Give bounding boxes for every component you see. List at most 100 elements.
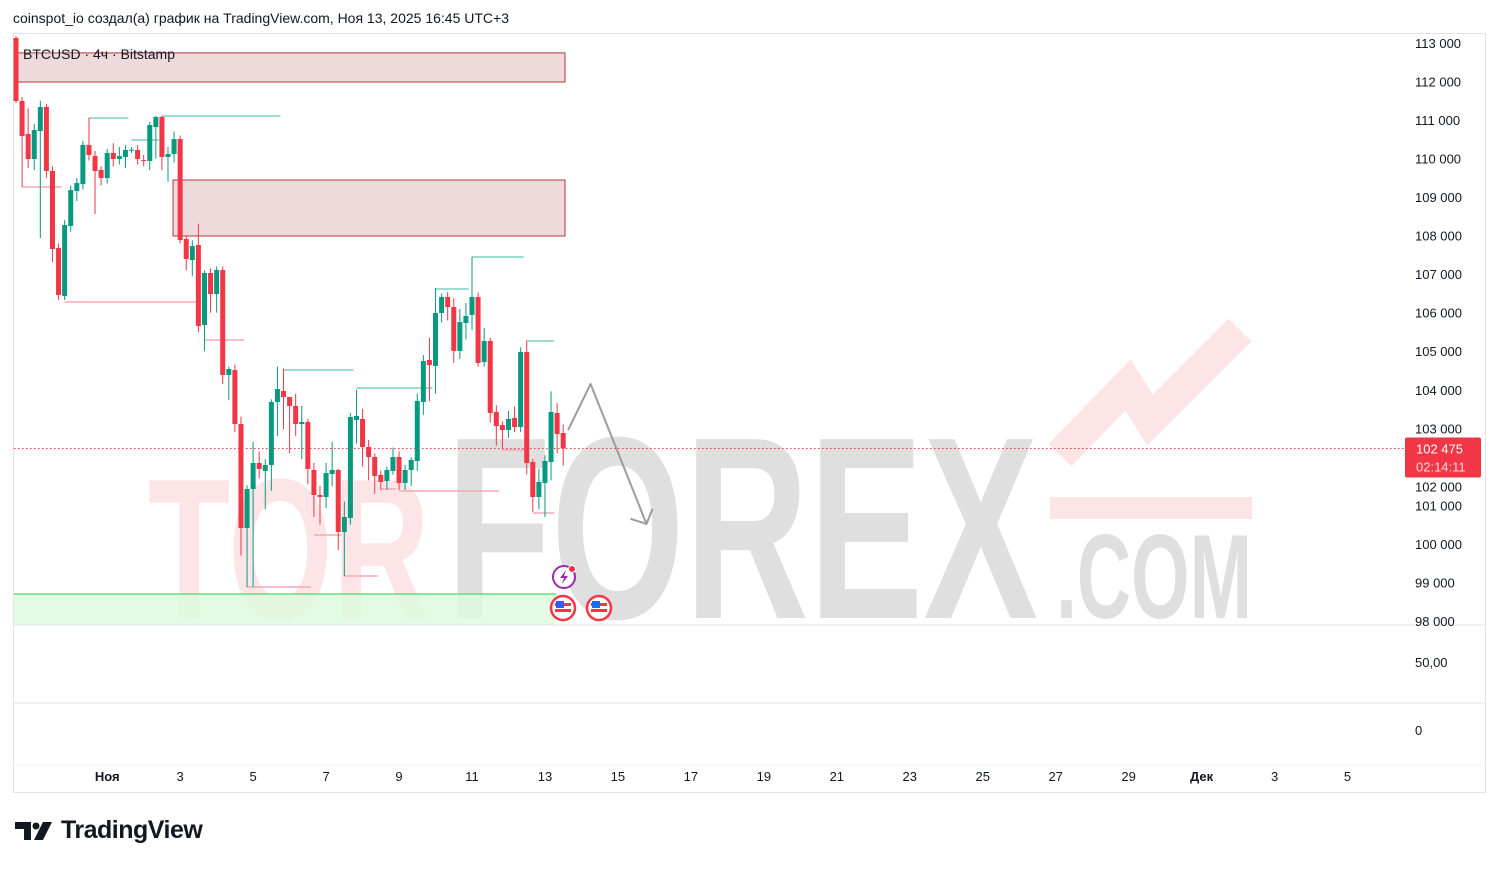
candle[interactable]	[433, 288, 439, 394]
candle[interactable]	[530, 459, 536, 512]
candle[interactable]	[542, 455, 548, 517]
candle[interactable]	[512, 406, 518, 433]
candle[interactable]	[129, 147, 135, 153]
lightning-event-icon[interactable]	[552, 565, 576, 589]
candle[interactable]	[457, 308, 463, 359]
candle[interactable]	[293, 393, 299, 437]
candle[interactable]	[560, 424, 566, 466]
candle[interactable]	[183, 235, 189, 271]
candle[interactable]	[201, 270, 207, 352]
candle[interactable]	[244, 485, 250, 588]
forecast-arrow[interactable]	[567, 382, 648, 525]
candle[interactable]	[232, 364, 238, 433]
candle[interactable]	[463, 303, 469, 340]
candle[interactable]	[524, 340, 530, 475]
candle[interactable]	[499, 421, 505, 450]
candle[interactable]	[159, 115, 165, 171]
candle[interactable]	[19, 96, 25, 187]
candle[interactable]	[92, 150, 98, 214]
candle[interactable]	[214, 266, 220, 313]
supply-zone[interactable]	[14, 52, 566, 83]
candle[interactable]	[43, 103, 49, 178]
candle[interactable]	[25, 108, 31, 168]
candle[interactable]	[445, 292, 451, 321]
candle[interactable]	[347, 412, 353, 525]
candle[interactable]	[329, 441, 335, 487]
supply-zone[interactable]	[172, 179, 566, 237]
candle[interactable]	[110, 143, 116, 167]
candle[interactable]	[153, 115, 159, 159]
candle[interactable]	[86, 117, 92, 161]
candle[interactable]	[335, 468, 341, 551]
candle[interactable]	[390, 447, 396, 475]
candle[interactable]	[305, 418, 311, 485]
candle[interactable]	[360, 409, 366, 467]
candle[interactable]	[268, 399, 274, 491]
candle[interactable]	[366, 439, 372, 481]
candle[interactable]	[536, 468, 542, 510]
candle[interactable]	[317, 486, 323, 525]
candle[interactable]	[481, 328, 487, 367]
us-flag-event-icon[interactable]	[549, 594, 577, 622]
candle[interactable]	[372, 453, 378, 494]
candle[interactable]	[195, 223, 201, 332]
candle[interactable]	[353, 389, 359, 444]
candle[interactable]	[13, 36, 19, 104]
candle[interactable]	[226, 366, 232, 401]
support-zone[interactable]	[14, 593, 556, 625]
candle[interactable]	[116, 147, 122, 165]
candle[interactable]	[469, 256, 475, 331]
candle[interactable]	[31, 123, 37, 171]
candle[interactable]	[402, 464, 408, 490]
candle[interactable]	[281, 368, 287, 430]
candle[interactable]	[256, 451, 262, 479]
candle[interactable]	[208, 268, 214, 313]
candle[interactable]	[426, 337, 432, 402]
candle[interactable]	[493, 405, 499, 446]
candle[interactable]	[487, 337, 493, 423]
us-flag-event-icon[interactable]	[585, 594, 613, 622]
candle[interactable]	[171, 131, 177, 163]
candle[interactable]	[341, 501, 347, 576]
candle[interactable]	[122, 145, 128, 169]
candle[interactable]	[177, 135, 183, 244]
candle[interactable]	[384, 466, 390, 490]
chart-legend-symbol[interactable]: BTCUSD · 4ч · Bitstamp	[23, 46, 175, 62]
candle[interactable]	[287, 396, 293, 454]
candle[interactable]	[262, 459, 268, 510]
candle[interactable]	[220, 266, 226, 384]
candle[interactable]	[238, 416, 244, 556]
candle[interactable]	[505, 410, 511, 438]
candle[interactable]	[414, 393, 420, 471]
candle[interactable]	[141, 154, 147, 167]
candle[interactable]	[396, 451, 402, 490]
candle[interactable]	[439, 293, 445, 323]
candle[interactable]	[250, 441, 256, 588]
candle[interactable]	[420, 355, 426, 415]
candle[interactable]	[323, 462, 329, 509]
tradingview-logo[interactable]: TradingView	[15, 816, 203, 845]
candle[interactable]	[475, 292, 481, 367]
candle[interactable]	[74, 177, 80, 201]
candle[interactable]	[68, 185, 74, 232]
candle[interactable]	[378, 470, 384, 490]
candle[interactable]	[80, 140, 86, 190]
candle[interactable]	[451, 298, 457, 363]
candle[interactable]	[147, 121, 153, 171]
candle[interactable]	[299, 405, 305, 460]
candle[interactable]	[548, 391, 554, 481]
candle[interactable]	[37, 100, 43, 239]
candle[interactable]	[408, 457, 414, 487]
candle[interactable]	[56, 243, 62, 300]
candle[interactable]	[554, 403, 560, 454]
candle[interactable]	[311, 462, 317, 517]
candle[interactable]	[62, 220, 68, 300]
candle[interactable]	[189, 240, 195, 277]
candle[interactable]	[104, 148, 110, 184]
candle[interactable]	[135, 145, 141, 165]
candle[interactable]	[518, 347, 524, 433]
candle[interactable]	[274, 366, 280, 437]
candle[interactable]	[165, 147, 171, 182]
candle[interactable]	[49, 166, 55, 263]
